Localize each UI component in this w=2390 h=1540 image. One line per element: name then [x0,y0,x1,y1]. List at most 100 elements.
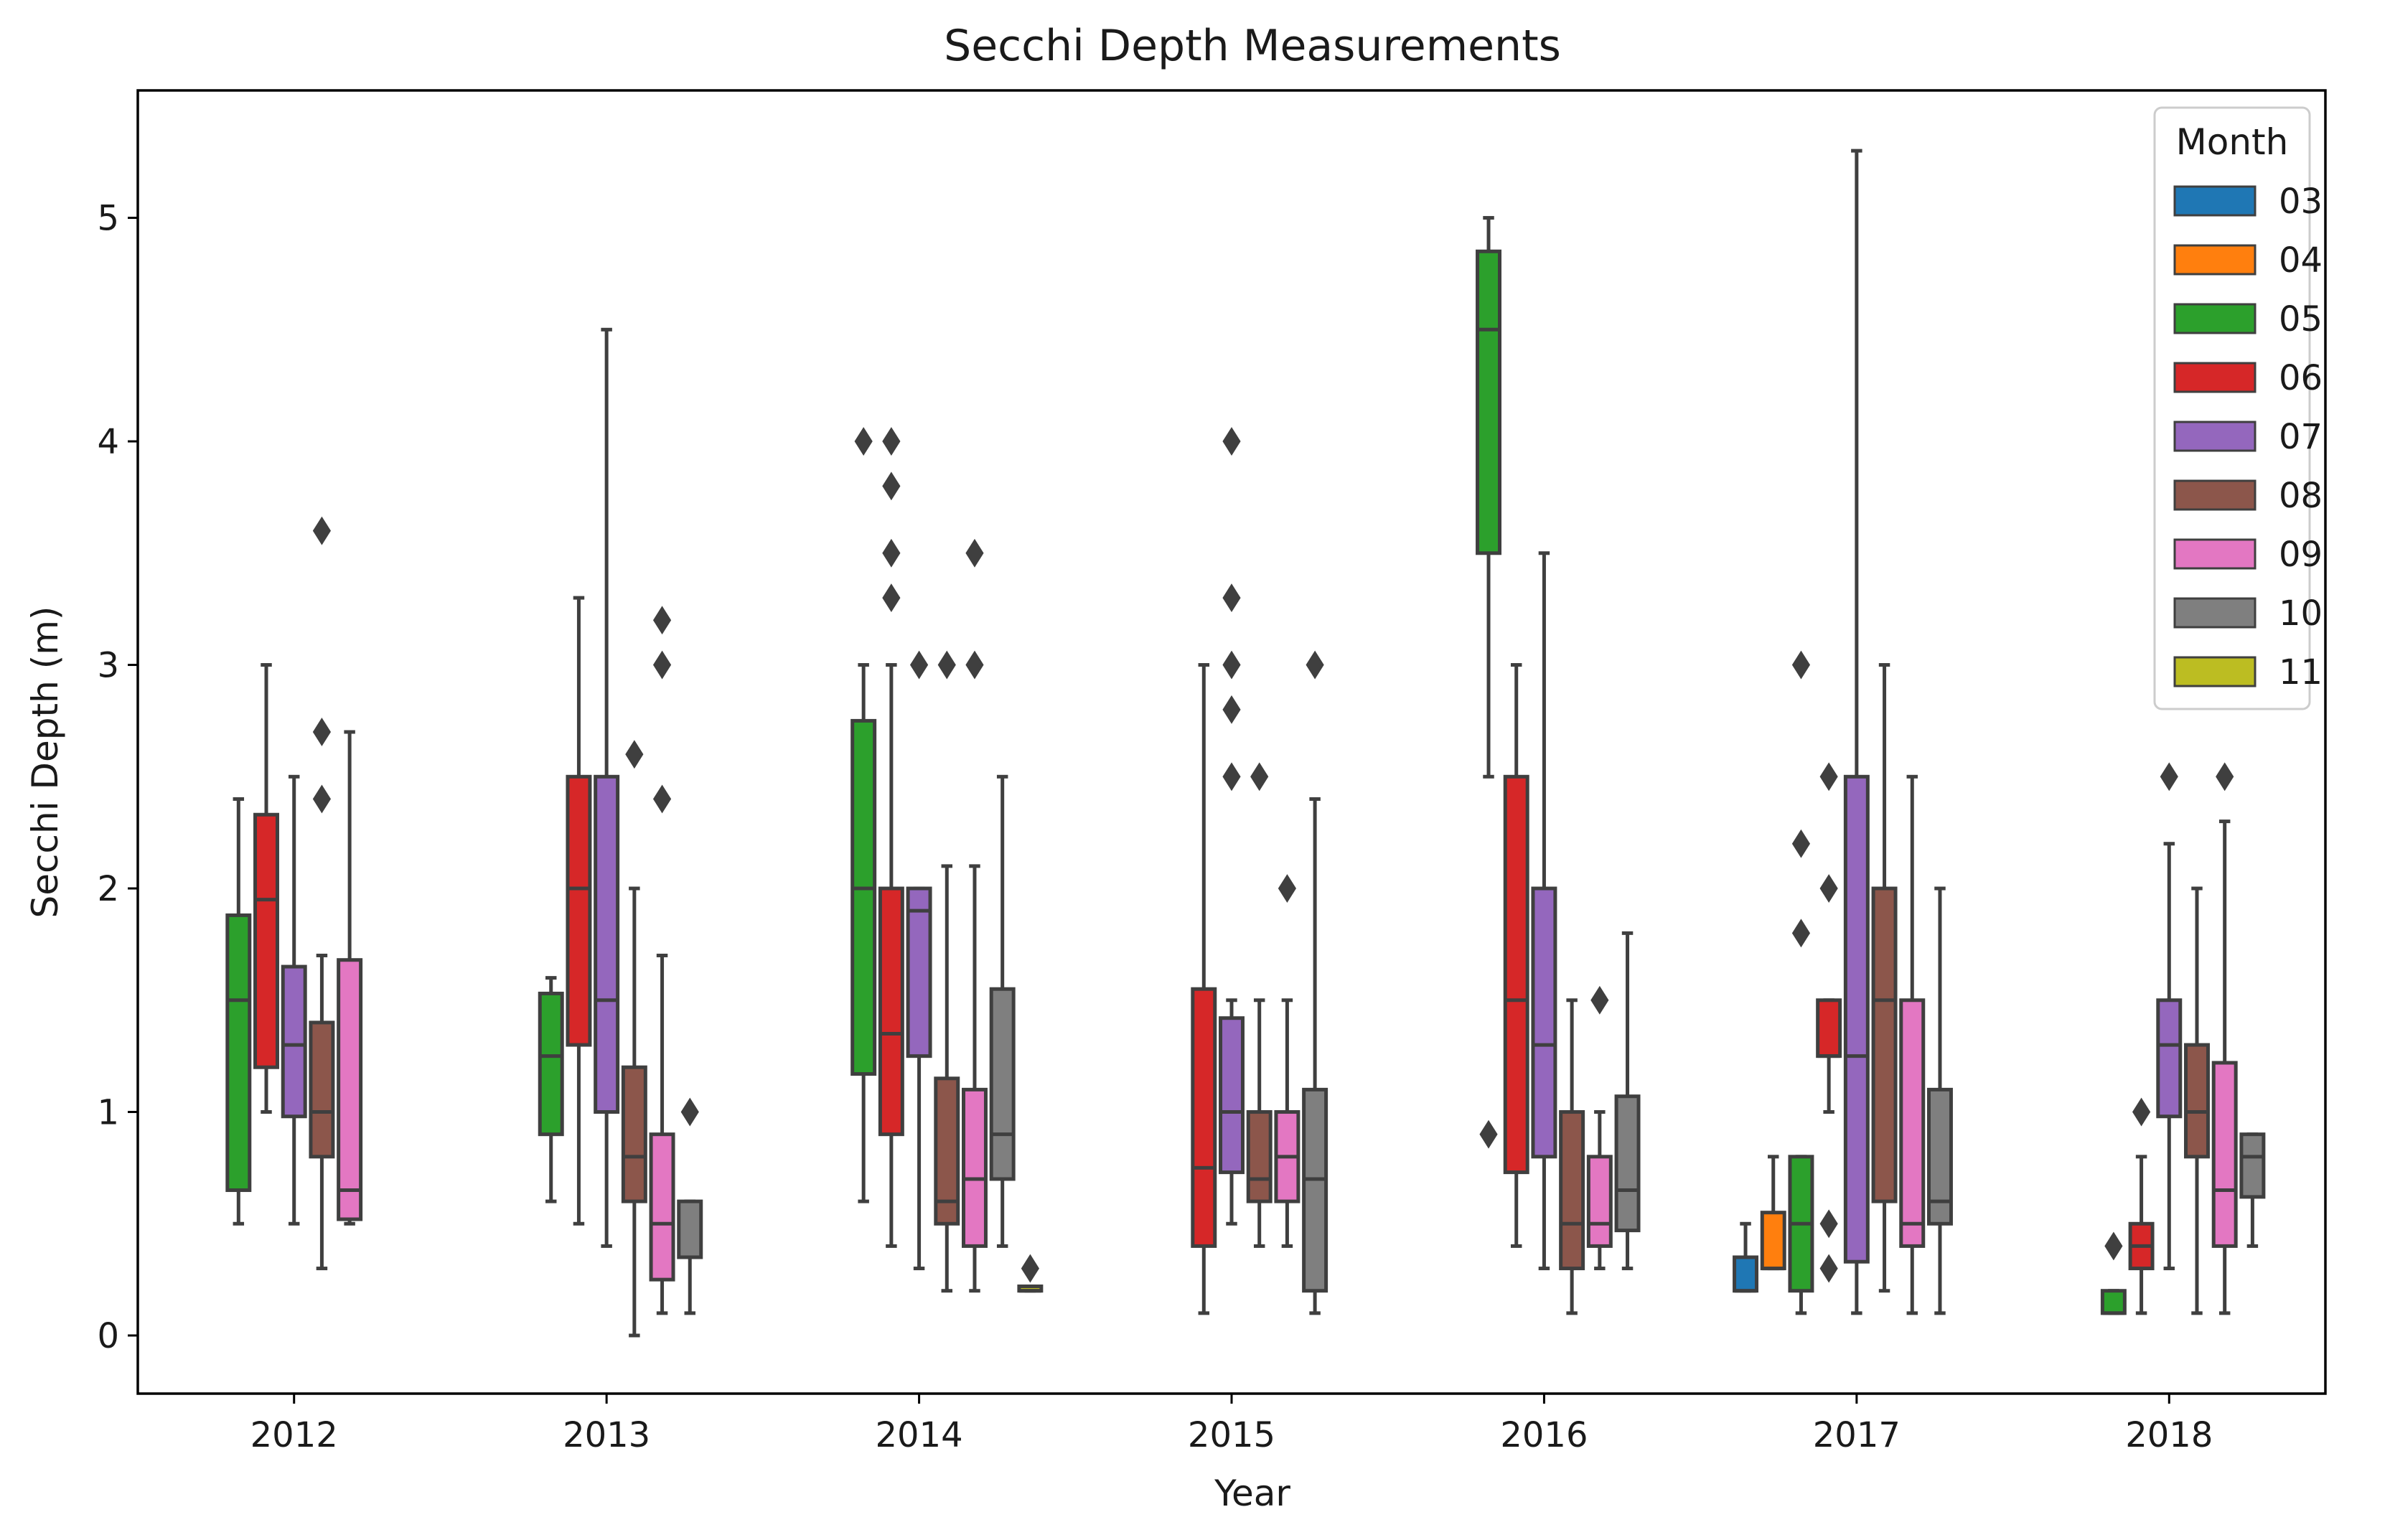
box-2016-09 [1586,985,1613,1271]
iqr-box [253,812,279,1069]
outlier-point [1791,829,1811,858]
box-2014-10 [989,774,1016,1248]
outlier-point [1791,919,1811,948]
iqr-box [1302,1087,1328,1293]
y-tick-label: 5 [97,199,119,239]
outlier-point [965,650,984,680]
x-tick-label: 2012 [250,1415,338,1455]
outlier-point [1590,985,1609,1015]
box-2015-09 [1274,874,1301,1248]
outlier-point [652,650,672,680]
box-2013-08 [621,740,647,1338]
box-2015-08 [1246,762,1273,1248]
outlier-point [1021,1254,1039,1283]
box-2014-08 [934,650,960,1293]
legend: Month 03 04 05 06 07 08 09 10 11 [2153,106,2323,710]
iqr-box [1531,886,1557,1159]
outlier-point [2104,1231,2123,1261]
iqr-box [2100,1289,2127,1315]
iqr-box [1843,774,1870,1264]
box-2012-07 [281,774,307,1226]
box-2014-05 [850,427,877,1203]
x-axis-label: Year [1214,1473,1290,1514]
iqr-box [1899,998,1926,1248]
box-2018-05 [2100,1231,2127,1315]
box-2015-10 [1302,650,1328,1315]
x-tick-label: 2018 [2125,1415,2213,1455]
y-tick-label: 4 [97,422,119,462]
iqr-box [989,987,1016,1181]
iqr-box [1503,774,1529,1175]
iqr-box [649,1132,675,1282]
box-2012-08 [309,516,335,1271]
plot-area [225,149,2266,1338]
box-2017-04 [1760,1155,1786,1271]
x-tick-label: 2014 [875,1415,962,1455]
outlier-point [854,427,873,456]
box-2016-07 [1531,551,1557,1271]
y-tick-label: 1 [97,1093,119,1133]
box-2014-11 [1017,1254,1044,1293]
iqr-box [1219,1016,1245,1175]
iqr-box [1586,1155,1613,1248]
iqr-box [1559,1110,1585,1271]
y-tick-label: 2 [97,869,119,909]
outlier-point [1819,1254,1838,1283]
outlier-point [312,516,332,545]
legend-label-04: 04 [2279,240,2323,281]
outlier-point [1819,874,1838,903]
box-2014-07 [906,650,932,1271]
iqr-box [309,1020,335,1159]
legend-swatch-07 [2173,421,2257,452]
iqr-box [1733,1255,1759,1293]
box-2017-08 [1871,663,1898,1293]
outlier-point [882,538,901,568]
outlier-point [882,471,901,501]
outlier-point [1819,762,1838,792]
box-2017-09 [1899,774,1926,1315]
outlier-point [1278,874,1297,903]
box-2016-06 [1503,663,1529,1248]
x-tick-label: 2016 [1500,1415,1588,1455]
iqr-box [566,774,592,1047]
iqr-box [1816,998,1842,1058]
legend-swatch-04 [2173,244,2257,276]
outlier-point [965,538,984,568]
box-2018-09 [2211,762,2238,1315]
iqr-box [225,913,252,1193]
box-2018-10 [2239,1132,2266,1248]
outlier-point [1222,583,1241,613]
x-tick-label: 2017 [1813,1415,1901,1455]
outlier-point [2160,762,2178,792]
iqr-box [337,958,363,1221]
outlier-point [312,718,332,746]
y-axis-label: Secchi Depth (m) [24,606,66,919]
box-2018-06 [2128,1097,2155,1315]
legend-label-08: 08 [2279,476,2323,516]
legend-label-05: 05 [2279,299,2323,339]
iqr-box [961,1087,988,1248]
box-2012-05 [225,797,252,1226]
box-2013-09 [649,606,675,1315]
box-2015-07 [1219,427,1245,1226]
outlier-point [1222,762,1241,792]
outlier-point [2132,1097,2151,1127]
outlier-point [652,784,672,814]
box-2017-05 [1788,650,1814,1315]
iqr-box [2184,1043,2210,1159]
legend-swatch-08 [2173,479,2257,511]
outlier-point [937,650,956,680]
iqr-box [878,886,904,1137]
legend-label-06: 06 [2279,358,2323,398]
legend-label-07: 07 [2279,417,2323,457]
iqr-box [538,991,564,1137]
iqr-box [1926,1087,1953,1226]
outlier-point [1250,762,1269,792]
iqr-box [2211,1061,2238,1248]
legend-entries: 03 04 05 06 07 08 09 10 11 [2173,182,2323,692]
box-2013-10 [677,1097,703,1315]
x-tick-label: 2015 [1188,1415,1275,1455]
outlier-point [1791,650,1811,680]
